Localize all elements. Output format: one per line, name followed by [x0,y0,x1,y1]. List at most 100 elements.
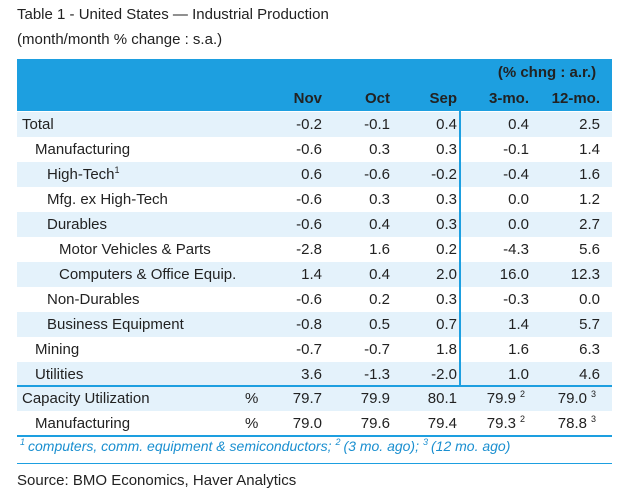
cell-value: 79.7 [293,386,322,411]
rule [17,463,612,464]
cell-value: 0.3 [369,141,390,158]
cell-value: 16.0 [499,266,529,283]
cell-value: 0.0 [579,291,600,308]
cell-value: 5.7 [579,316,600,333]
label-text: Motor Vehicles & Parts [59,241,211,258]
label-text: Non-Durables [47,291,140,308]
cell-value: 0.3 [436,291,457,308]
row-label: Utilities [35,362,83,387]
cell-value: 1.6 [369,241,390,258]
cell-value: 0.0 [508,216,529,233]
table-row: High-Tech1 0.6 -0.6 -0.2 -0.4 1.6 [17,162,612,187]
cell-value: 1.8 [436,341,457,358]
cell-value: -0.1 [364,116,390,133]
row-label: Mfg. ex High-Tech [47,187,168,212]
unit: % [245,390,259,407]
footnote-mark: 2 [519,389,525,399]
cell-value: 5.6 [579,241,600,258]
cell-value: 1.4 [579,141,600,158]
table-row: Utilities 3.6 -1.3 -2.0 1.0 4.6 [17,362,612,387]
cell-value: 1.4 [508,316,529,333]
label-text: Mfg. ex High-Tech [47,191,168,208]
row-label: Durables [47,212,107,237]
table-header-bg [17,59,612,111]
cell-value: -0.7 [364,341,390,358]
cell-value: -1.3 [364,366,390,383]
cell-value: -2.0 [431,366,457,383]
cell-value: 0.0 [508,191,529,208]
label-text: Business Equipment [47,316,184,333]
row-label: Business Equipment [47,312,184,337]
value-text: 79.4 [427,415,457,432]
cell-value: 78.8 3 [558,411,596,436]
value-text: 79.9 [360,390,390,407]
footnote-mark: 3 [590,389,596,399]
cell-value: 79.0 [293,411,322,436]
cell-value: -4.3 [503,241,529,258]
label-text: Total [22,116,54,133]
table-row: Durables -0.6 0.4 0.3 0.0 2.7 [17,212,612,237]
cell-value: 1.0 [508,366,529,383]
cell-value: 0.2 [369,291,390,308]
table-row: Motor Vehicles & Parts -2.8 1.6 0.2 -4.3 5.6 [17,237,612,262]
cell-value: 0.3 [436,216,457,233]
rule [17,385,612,387]
row-label: Motor Vehicles & Parts [59,237,211,262]
cell-value: 0.6 [301,166,322,183]
cell-value: -0.6 [296,141,322,158]
table-row: Mfg. ex High-Tech -0.6 0.3 0.3 0.0 1.2 [17,187,612,212]
row-label: Manufacturing [35,415,131,432]
cell-value: 79.4 [428,411,457,436]
footnote-mark: 3 [422,437,428,448]
label-text: Computers & Office Equip. [59,266,237,283]
cell-value: -0.6 [296,191,322,208]
footnote-text: computers, comm. equipment & semiconduct… [28,438,332,454]
cell-value: -2.8 [296,241,322,258]
cell-value: 1.2 [579,191,600,208]
footnote-mark: 1 [20,437,26,448]
title: Table 1 - United States — Industrial Pro… [17,6,329,23]
column-header: Oct [364,90,390,107]
value-text: 79.0 [557,390,587,407]
table-row: Total -0.2 -0.1 0.4 0.4 2.5 [17,112,612,137]
cell-value: 79.3 2 [487,411,525,436]
table-row: Computers & Office Equip. 1.4 0.4 2.0 16.0 12… [17,262,612,287]
value-text: 79.6 [360,415,390,432]
footnote: 1 computers, comm. equipment & semiconduc… [20,438,514,454]
label-text: Mining [35,341,80,358]
cell-value: 79.0 3 [558,386,596,411]
cell-value: 2.5 [579,116,600,133]
footnote-text: (12 mo. ago) [431,438,511,454]
column-header: Nov [293,90,322,107]
header-row: (% chng : a.r.) [17,60,612,85]
label-text: Durables [47,216,108,233]
table-row: Manufacturing% 79.0 79.6 79.4 79.3 2 78.8 3 [17,411,612,436]
table-row: Capacity Utilization% 79.7 79.9 80.1 79.9 2 79… [17,386,612,411]
row-label: Manufacturing [35,137,130,162]
unit: % [245,415,259,432]
cell-value: -0.2 [296,116,322,133]
value-text: 79.3 [486,415,516,432]
table-row: Business Equipment -0.8 0.5 0.7 1.4 5.7 [17,312,612,337]
cell-value: 0.2 [436,241,457,258]
column-header: 12-mo. [551,90,600,107]
cell-value: 2.0 [436,266,457,283]
row-label: Capacity Utilization [22,390,150,407]
cell-value: 12.3 [570,266,600,283]
footnote-mark: 3 [590,414,596,424]
cell-value: 0.4 [436,116,457,133]
label-text: Utilities [35,366,84,383]
subtitle: (month/month % change : s.a.) [17,31,223,48]
cell-value: -0.7 [296,341,322,358]
cell-value: 1.6 [508,341,529,358]
cell-value: -0.6 [364,166,390,183]
cell-value: -0.2 [431,166,457,183]
cell-value: 0.4 [508,116,529,133]
cell-value: 79.6 [361,411,390,436]
row-label: Non-Durables [47,287,140,312]
cell-value: 0.3 [436,141,457,158]
cell-value: -0.1 [503,141,529,158]
cell-value: -0.4 [503,166,529,183]
value-text: 79.7 [292,390,322,407]
